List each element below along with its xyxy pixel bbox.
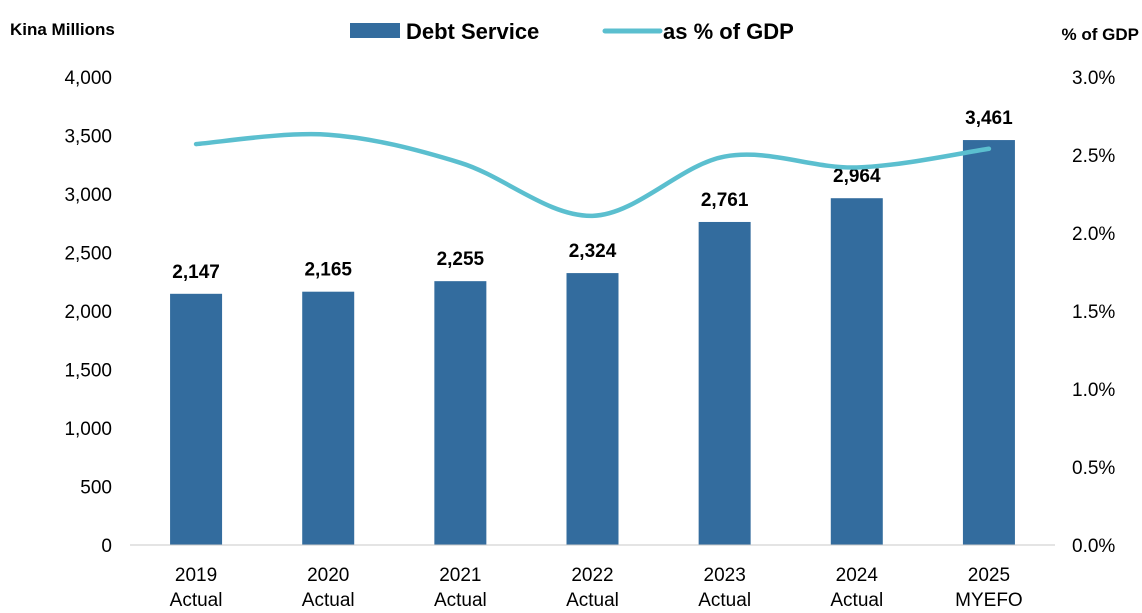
x-tick-label: Actual xyxy=(302,590,355,611)
x-tick-label: Actual xyxy=(566,590,619,611)
bar-data-label: 3,461 xyxy=(965,108,1013,129)
y-tick-label: 3,500 xyxy=(64,127,112,148)
y2-tick-label: 1.0% xyxy=(1072,380,1115,401)
x-tick-label: Actual xyxy=(698,590,751,611)
y2-tick-label: 0.5% xyxy=(1072,458,1115,479)
x-tick-label: 2020 xyxy=(307,565,349,586)
bar-debt-service xyxy=(698,221,751,545)
plot-area: 0 500 1,000 1,500 2,000 2,500 3,000 3,500 4,000 0… xyxy=(64,68,1115,611)
legend-label-gdp-ratio: as % of GDP xyxy=(663,19,794,44)
y2-axis-title: % of GDP xyxy=(1062,25,1139,44)
bar-debt-service xyxy=(566,273,619,545)
x-tick-label: Actual xyxy=(434,590,487,611)
bar-data-label: 2,255 xyxy=(437,249,485,270)
y-tick-label: 0 xyxy=(101,536,112,557)
y-tick-label: 1,000 xyxy=(64,419,112,440)
y2-tick-label: 1.5% xyxy=(1072,302,1115,323)
x-tick-label: 2019 xyxy=(175,565,217,586)
bar-data-label: 2,165 xyxy=(304,260,352,281)
line-gdp-ratio xyxy=(193,131,992,219)
bar-debt-service xyxy=(434,281,487,545)
bar-debt-service xyxy=(170,293,223,545)
x-tick-label: Actual xyxy=(830,590,883,611)
bar-data-label: 2,147 xyxy=(172,262,220,283)
y-axis-title: Kina Millions xyxy=(10,20,115,39)
y-tick-label: 500 xyxy=(80,478,112,499)
x-tick-label: MYEFO xyxy=(955,590,1023,611)
y2-tick-label: 3.0% xyxy=(1072,68,1115,89)
y2-tick-label: 2.5% xyxy=(1072,146,1115,167)
bar-debt-service xyxy=(962,140,1015,546)
x-tick-label: 2021 xyxy=(439,565,481,586)
bar-debt-service xyxy=(830,198,883,545)
y-tick-label: 2,000 xyxy=(64,302,112,323)
legend-swatch-debt-service xyxy=(350,23,400,38)
x-tick-label: 2024 xyxy=(836,565,879,586)
y2-tick-label: 2.0% xyxy=(1072,224,1115,245)
x-tick-label: Actual xyxy=(170,590,223,611)
bar-data-label: 2,964 xyxy=(833,166,881,187)
bar-data-label: 2,761 xyxy=(701,190,749,211)
bar-debt-service xyxy=(302,291,355,545)
y-tick-label: 4,000 xyxy=(64,68,112,89)
legend: Debt Service as % of GDP xyxy=(350,19,794,44)
y-tick-label: 1,500 xyxy=(64,361,112,382)
y-tick-label: 2,500 xyxy=(64,244,112,265)
x-tick-label: 2023 xyxy=(704,565,746,586)
legend-label-debt-service: Debt Service xyxy=(406,19,539,44)
y-tick-label: 3,000 xyxy=(64,185,112,206)
y2-tick-label: 0.0% xyxy=(1072,536,1115,557)
x-tick-label: 2025 xyxy=(968,565,1010,586)
bar-data-label: 2,324 xyxy=(569,241,617,262)
x-tick-label: 2022 xyxy=(571,565,613,586)
